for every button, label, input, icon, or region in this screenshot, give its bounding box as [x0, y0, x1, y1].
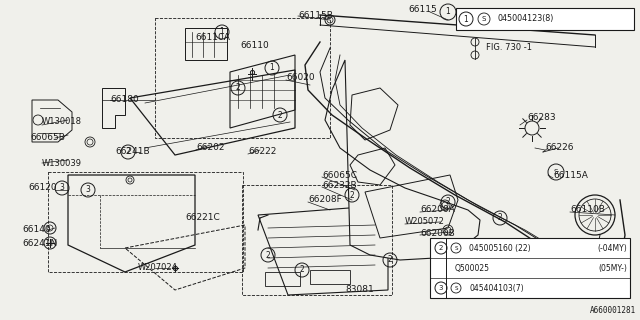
Text: S: S [482, 16, 486, 22]
Text: 2: 2 [439, 245, 443, 251]
Bar [242, 185, 392, 295]
Text: (-04MY): (-04MY) [597, 244, 627, 252]
Text: 66232B: 66232B [322, 180, 356, 189]
Text: 3: 3 [439, 285, 444, 291]
Bar [430, 238, 630, 298]
Text: 66241B: 66241B [115, 148, 150, 156]
Text: 66226: 66226 [545, 143, 573, 153]
Text: 2: 2 [125, 148, 131, 156]
Text: 1: 1 [269, 63, 275, 73]
Text: 66222: 66222 [248, 148, 276, 156]
Text: 66065C: 66065C [322, 171, 357, 180]
Text: 66110B: 66110B [570, 205, 605, 214]
Bar [310, 270, 350, 284]
Bar [456, 8, 634, 30]
Text: 3: 3 [60, 183, 65, 193]
Text: 66115A: 66115A [553, 171, 588, 180]
Text: 66115: 66115 [408, 5, 436, 14]
Text: 2: 2 [278, 110, 282, 119]
Bar [185, 28, 227, 60]
Text: 2: 2 [300, 266, 305, 275]
Text: 1: 1 [445, 7, 451, 17]
Text: 66140: 66140 [22, 226, 51, 235]
Text: 2: 2 [236, 84, 241, 92]
Text: 66283: 66283 [527, 114, 556, 123]
Text: 66221C: 66221C [185, 213, 220, 222]
Text: 2: 2 [349, 190, 355, 199]
Text: 2: 2 [445, 197, 451, 206]
Text: 66110: 66110 [240, 41, 269, 50]
Text: 3: 3 [86, 186, 90, 195]
Text: S: S [454, 245, 458, 251]
Polygon shape [325, 60, 480, 260]
Text: 1: 1 [220, 28, 225, 36]
Text: 66200B: 66200B [420, 228, 455, 237]
Text: 2: 2 [498, 213, 502, 222]
Text: 045005160 (22): 045005160 (22) [469, 244, 531, 252]
Text: FIG. 730 -1: FIG. 730 -1 [486, 44, 532, 52]
Bar [265, 272, 300, 286]
Text: 1: 1 [463, 14, 468, 23]
Text: 66065B: 66065B [30, 133, 65, 142]
Text: 66020: 66020 [286, 74, 315, 83]
Text: S: S [554, 169, 558, 175]
Text: 66120: 66120 [28, 183, 56, 193]
Text: S: S [454, 285, 458, 291]
Text: 66180: 66180 [110, 95, 139, 105]
Text: (05MY-): (05MY-) [598, 263, 627, 273]
Text: 66110A: 66110A [195, 34, 230, 43]
Bar [48, 172, 243, 272]
Text: W205072: W205072 [405, 218, 445, 227]
Text: 66241N: 66241N [22, 238, 57, 247]
Text: 66115B: 66115B [298, 12, 333, 20]
Bar [155, 18, 330, 138]
Text: 66200A: 66200A [420, 205, 455, 214]
Text: 045004123(8): 045004123(8) [498, 14, 554, 23]
Text: 66202: 66202 [196, 143, 225, 153]
Text: W130039: W130039 [42, 158, 82, 167]
Text: 2: 2 [266, 251, 270, 260]
Text: Q500025: Q500025 [455, 263, 490, 273]
Text: W130018: W130018 [42, 117, 82, 126]
Text: 66208F: 66208F [308, 196, 342, 204]
Text: 045404103(7): 045404103(7) [469, 284, 524, 292]
Text: A660001281: A660001281 [589, 306, 636, 315]
Text: W207024: W207024 [138, 263, 178, 273]
Text: 2: 2 [388, 255, 392, 265]
Text: 83081: 83081 [345, 285, 374, 294]
